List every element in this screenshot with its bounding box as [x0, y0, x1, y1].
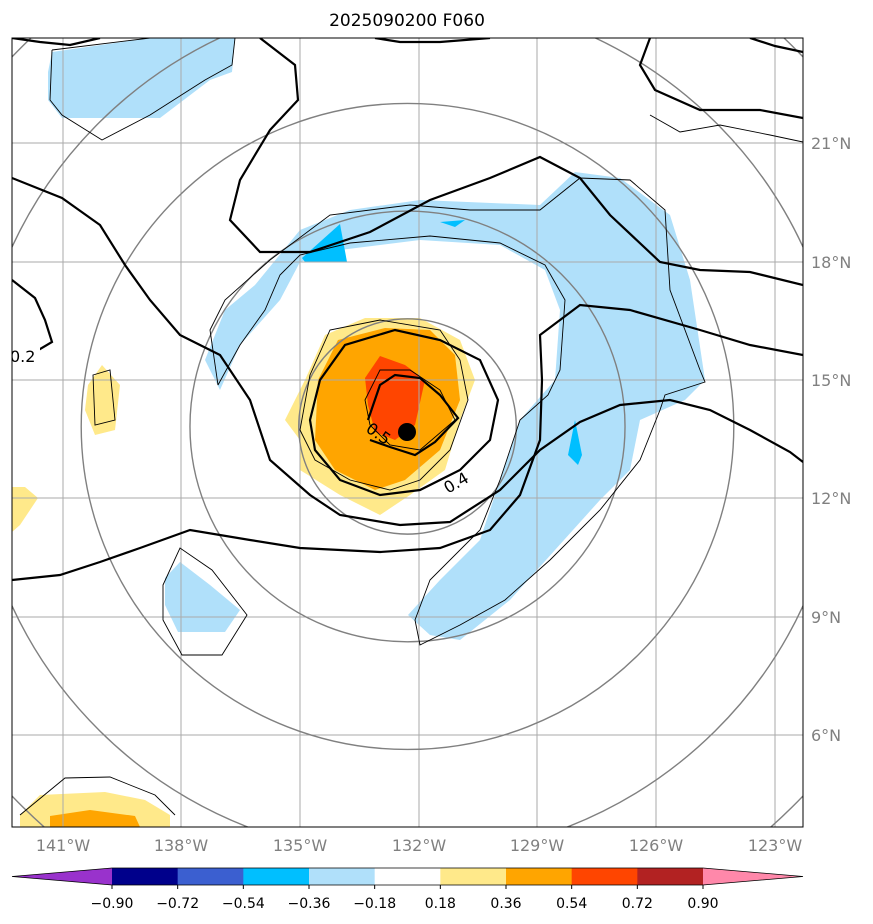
storm-center-marker	[398, 423, 416, 441]
colorbar-tick-label: −0.54	[222, 896, 265, 912]
range-ring	[298, 318, 517, 535]
thin-contour-south	[19, 776, 176, 816]
y-tick-label: 21°N	[811, 134, 851, 153]
contour-northwest-trough	[228, 38, 803, 287]
colorbar-tick-label: 0.72	[622, 896, 653, 912]
shade-negative-nw	[48, 38, 235, 118]
chart-title: 2025090200 F060	[329, 11, 485, 31]
colorbar-tick-label: 0.36	[490, 896, 521, 912]
y-axis-labels: 21°N 18°N 15°N 12°N 9°N 6°N	[811, 134, 851, 745]
colorbar-ticks: −0.90 −0.72 −0.54 −0.36 −0.18 0.18 0.36 0.54 0.7…	[91, 885, 719, 912]
thin-contours	[19, 38, 803, 816]
x-tick-label: 123°W	[748, 836, 803, 855]
colorbar	[11, 867, 804, 886]
thin-contour-nw	[49, 38, 236, 141]
thick-contours	[12, 38, 803, 582]
colorbar-tick-label: −0.18	[353, 896, 396, 912]
y-tick-label: 9°N	[811, 608, 841, 627]
contour-center-ring	[308, 328, 500, 497]
colorbar-tick-label: −0.36	[288, 896, 331, 912]
x-tick-label: 132°W	[392, 836, 447, 855]
shade-dark-blue-north	[440, 220, 465, 227]
x-tick-label: 141°W	[36, 836, 91, 855]
shade-positive-south-mid	[50, 810, 140, 827]
colorbar-segment	[637, 868, 704, 885]
thin-contour-west	[92, 369, 116, 426]
y-tick-label: 18°N	[811, 253, 851, 272]
shade-dark-blue-east	[568, 420, 582, 465]
colorbar-tick-label: −0.72	[156, 896, 199, 912]
y-tick-label: 15°N	[811, 371, 851, 390]
colorbar-segment	[440, 868, 507, 885]
range-ring	[80, 102, 735, 751]
contour-west-lower	[12, 303, 803, 582]
thin-contour-ne	[649, 114, 803, 143]
contour-ne-top	[749, 38, 803, 54]
contour-label-bg-02	[12, 344, 40, 364]
x-tick-label: 135°W	[273, 836, 328, 855]
colorbar-segment	[112, 868, 179, 885]
gridlines	[12, 38, 803, 827]
x-tick-label: 126°W	[629, 836, 684, 855]
colorbar-segment	[309, 868, 376, 885]
colorbar-segment	[243, 868, 310, 885]
x-tick-label: 138°W	[154, 836, 209, 855]
plot-frame	[11, 37, 804, 828]
thin-contour-center	[299, 319, 469, 491]
contour-west-main	[12, 176, 803, 527]
colorbar-segment	[177, 868, 244, 885]
colorbar-segment	[571, 868, 638, 885]
x-axis-labels: 141°W 138°W 135°W 132°W 129°W 126°W 123°…	[36, 836, 803, 855]
y-tick-label: 12°N	[811, 489, 851, 508]
shade-negative-sw	[165, 562, 240, 632]
colorbar-tick-label: 0.90	[687, 896, 718, 912]
colorbar-segment	[374, 868, 441, 885]
colorbar-tick-label: 0.54	[556, 896, 587, 912]
colorbar-extend-low	[12, 868, 112, 885]
shade-negative-ring	[205, 172, 705, 640]
contour-ne-branch	[638, 38, 803, 120]
colorbar-tick-label: −0.90	[91, 896, 134, 912]
thin-contour-ring	[209, 177, 706, 646]
shade-dark-blue-west	[302, 224, 347, 262]
contour-top-left	[12, 38, 101, 47]
contour-center-inner	[366, 373, 460, 457]
colorbar-segment	[506, 868, 573, 885]
contour-label-02: 0.2	[10, 347, 35, 366]
x-tick-label: 129°W	[510, 836, 565, 855]
colorbar-tick-label: 0.18	[425, 896, 456, 912]
colorbar-extend-high	[703, 868, 803, 885]
thin-contour-sw	[162, 547, 248, 656]
contour-top-arc	[374, 38, 491, 44]
y-tick-label: 6°N	[811, 726, 841, 745]
